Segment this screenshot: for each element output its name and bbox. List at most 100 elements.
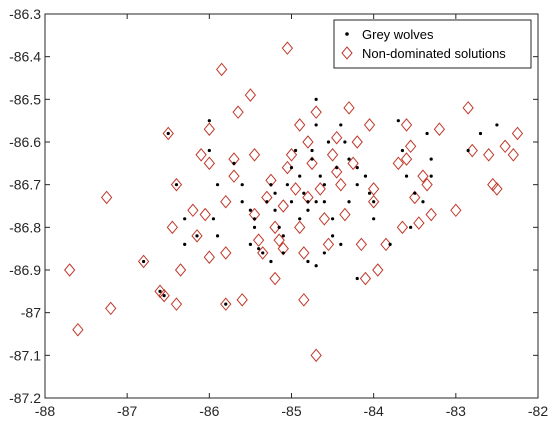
non-dominated-solution-point: [462, 101, 474, 115]
grey-wolf-point: [363, 174, 368, 178]
grey-wolf-point: [429, 174, 433, 178]
non-dominated-solution-point: [228, 169, 240, 183]
non-dominated-solution-point: [409, 190, 421, 205]
non-dominated-solution-point: [220, 246, 232, 260]
grey-wolf-point: [335, 166, 339, 170]
non-dominated-solution-point: [174, 263, 187, 277]
axis-ticks: [44, 13, 539, 399]
grey-wolf-point: [355, 166, 359, 170]
x-tick-label: -86: [199, 403, 219, 419]
non-dominated-solution-point: [298, 246, 310, 260]
non-dominated-solution-point: [404, 139, 417, 154]
non-dominated-solution-point: [450, 203, 462, 218]
grey-wolf-point: [142, 259, 146, 264]
x-tick-label: -87: [117, 403, 137, 419]
non-dominated-solution-point: [331, 165, 343, 179]
legend-diamond-marker: [341, 46, 353, 60]
non-dominated-solution-point: [507, 148, 520, 162]
grey-wolf-point: [306, 259, 310, 264]
non-dominated-solution-point: [511, 126, 524, 141]
non-dominated-solution-point: [306, 156, 318, 171]
grey-wolf-point: [289, 200, 294, 204]
grey-wolf-point: [425, 131, 429, 136]
non-dominated-solution-point: [72, 322, 84, 337]
non-dominated-solution-point: [248, 207, 261, 222]
data-points: [63, 41, 524, 363]
non-dominated-solution-point: [257, 246, 269, 260]
non-dominated-solution-point: [343, 101, 355, 115]
legend-box: [333, 19, 532, 69]
non-dominated-solution-point: [335, 177, 347, 192]
grey-wolf-point: [322, 200, 326, 204]
grey-wolf-point: [285, 183, 289, 187]
grey-wolf-point: [318, 174, 322, 178]
y-tick-label: -86.5: [9, 91, 41, 107]
non-dominated-solution-point: [483, 148, 495, 162]
x-tick-label: -84: [364, 403, 384, 419]
non-dominated-solution-point: [372, 263, 384, 277]
grey-wolf-point: [326, 140, 331, 144]
non-dominated-solution-point: [191, 229, 203, 243]
non-dominated-solution-point: [105, 301, 117, 316]
grey-wolf-point: [298, 174, 302, 178]
grey-wolf-point: [330, 234, 335, 238]
grey-wolf-point: [367, 191, 372, 195]
non-dominated-solution-point: [413, 216, 425, 230]
grey-wolf-point: [269, 259, 273, 264]
non-dominated-solution-point: [203, 156, 215, 171]
y-tick-label: -87.2: [9, 390, 41, 406]
grey-wolf-point: [314, 200, 318, 204]
non-dominated-solution-point: [187, 203, 199, 218]
non-dominated-solution-point: [137, 254, 150, 269]
grey-wolf-point: [162, 294, 166, 298]
non-dominated-solution-point: [302, 190, 314, 205]
grey-wolf-point: [355, 276, 359, 281]
non-dominated-solution-point: [491, 182, 503, 196]
non-dominated-solution-point: [170, 297, 183, 311]
y-tick-labels: -86.3 -86.4 -86.5 -86.6 -86.7 -86.8 -86.9 -87 -8…: [9, 6, 41, 406]
grey-wolf-point: [314, 264, 318, 268]
legend-label-grey-wolves: Grey wolves: [362, 27, 434, 42]
non-dominated-solution-point: [368, 194, 380, 209]
non-dominated-solution-point: [158, 288, 170, 303]
non-dominated-solution-point: [400, 152, 413, 166]
non-dominated-solution-point: [359, 271, 372, 286]
grey-wolf-point: [314, 123, 318, 127]
grey-wolf-point: [248, 208, 253, 212]
non-dominated-solution-point: [289, 182, 302, 196]
grey-wolf-point: [174, 183, 179, 187]
non-dominated-solution-point: [302, 135, 314, 149]
grey-wolf-point: [166, 131, 170, 136]
y-tick-label: -87: [21, 305, 41, 321]
non-dominated-solution-point: [63, 263, 76, 277]
legend-dot-marker: [345, 32, 349, 36]
non-dominated-solution-point: [396, 220, 409, 235]
grey-wolf-point: [252, 225, 257, 229]
grey-wolf-point: [421, 200, 425, 204]
non-dominated-solution-point: [269, 271, 281, 286]
non-dominated-solution-point: [273, 233, 285, 247]
non-dominated-solution-point: [392, 156, 404, 171]
non-dominated-solution-point: [331, 130, 343, 145]
grey-wolf-point: [388, 242, 392, 246]
non-dominated-solution-point: [244, 88, 257, 102]
grey-wolf-point: [372, 200, 376, 204]
grey-wolf-point: [372, 217, 376, 221]
non-dominated-solution-point: [248, 148, 261, 162]
grey-wolf-point: [355, 183, 359, 187]
grey-wolf-point: [215, 234, 220, 238]
non-dominated-solution-point: [326, 148, 339, 162]
non-dominated-solution-point: [220, 194, 232, 209]
grey-wolf-point: [302, 191, 306, 195]
grey-wolf-point: [211, 217, 216, 221]
non-dominated-solution-point: [314, 182, 326, 196]
non-dominated-solution-point: [170, 177, 183, 192]
non-dominated-solution-point: [220, 297, 232, 311]
grey-wolf-point: [310, 148, 314, 153]
grey-wolf-point: [215, 183, 220, 187]
grey-wolf-point: [339, 242, 343, 246]
grey-wolf-point: [240, 200, 244, 204]
grey-wolf-point: [495, 123, 499, 127]
grey-wolf-point: [281, 251, 285, 255]
non-dominated-solution-point: [228, 152, 240, 166]
